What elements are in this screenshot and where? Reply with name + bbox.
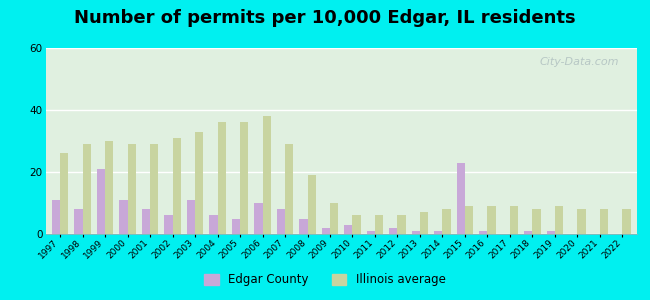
Text: Number of permits per 10,000 Edgar, IL residents: Number of permits per 10,000 Edgar, IL r… [74, 9, 576, 27]
Bar [142, 209, 150, 234]
Bar [285, 144, 293, 234]
Bar [231, 218, 240, 234]
Bar [209, 215, 218, 234]
Bar [465, 206, 473, 234]
Bar [164, 215, 172, 234]
Bar [218, 122, 226, 234]
Bar [375, 215, 383, 234]
Bar [524, 231, 532, 234]
Bar [97, 169, 105, 234]
Bar [510, 206, 518, 234]
Bar [443, 209, 451, 234]
Bar [555, 206, 564, 234]
Bar [172, 138, 181, 234]
Bar [367, 231, 375, 234]
Bar [187, 200, 195, 234]
Bar [119, 200, 127, 234]
Bar [398, 215, 406, 234]
Bar [74, 209, 83, 234]
Bar [411, 231, 420, 234]
Bar [150, 144, 159, 234]
Bar [299, 218, 307, 234]
Bar [307, 175, 316, 234]
Bar [127, 144, 136, 234]
Bar [254, 203, 263, 234]
Bar [600, 209, 608, 234]
Bar [263, 116, 271, 234]
Bar [52, 200, 60, 234]
Bar [352, 215, 361, 234]
Bar [434, 231, 443, 234]
Bar [60, 153, 68, 234]
Bar [240, 122, 248, 234]
Bar [547, 231, 555, 234]
Bar [488, 206, 496, 234]
Bar [479, 231, 488, 234]
Bar [322, 228, 330, 234]
Bar [195, 132, 203, 234]
Bar [105, 141, 113, 234]
Bar [330, 203, 339, 234]
Bar [344, 225, 352, 234]
Bar [277, 209, 285, 234]
Bar [532, 209, 541, 234]
Bar [83, 144, 91, 234]
Bar [389, 228, 398, 234]
Bar [623, 209, 630, 234]
Legend: Edgar County, Illinois average: Edgar County, Illinois average [200, 269, 450, 291]
Text: City-Data.com: City-Data.com [540, 57, 619, 67]
Bar [577, 209, 586, 234]
Bar [457, 163, 465, 234]
Bar [420, 212, 428, 234]
